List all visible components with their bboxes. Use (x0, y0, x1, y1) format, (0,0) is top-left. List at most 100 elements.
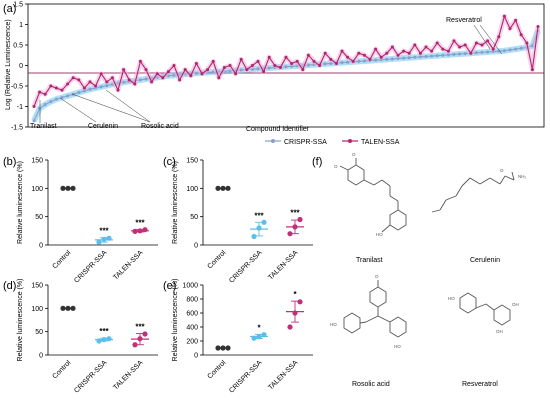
legend-crispr-label: CRISPR-SSA (284, 139, 327, 146)
data-point-1 (340, 49, 344, 53)
data-point-1 (486, 39, 490, 43)
data-point-1 (390, 45, 394, 49)
data-point-1 (357, 51, 361, 55)
data-point-0 (463, 52, 467, 56)
category-label: TALEN-SSA (267, 359, 299, 391)
ytick-label: 0 (194, 243, 198, 250)
data-point-0 (346, 60, 350, 64)
data-point-1 (155, 72, 159, 76)
panel-a-xlabel: Compound Identifier (246, 126, 310, 133)
data-point (96, 239, 102, 245)
significance-marker: *** (99, 227, 109, 236)
annotation-cerulenin: Cerulenin (88, 123, 118, 130)
data-point-0 (99, 85, 103, 89)
panel-label: (e) (163, 280, 176, 292)
svg-text:O: O (352, 152, 356, 157)
ytick-label: 50 (35, 329, 43, 336)
data-point-1 (66, 82, 70, 86)
ytick-label: 0 (39, 353, 43, 360)
data-point-1 (183, 68, 187, 72)
data-point-0 (323, 62, 327, 66)
category-label: TALEN-SSA (112, 359, 144, 391)
legend-talen-marker (348, 139, 352, 143)
data-point-1 (71, 76, 75, 80)
category-label: TALEN-SSA (112, 249, 144, 281)
data-point-1 (346, 55, 350, 59)
a-ytick-label: 1 (19, 22, 23, 29)
data-point-1 (301, 68, 305, 72)
data-point-0 (194, 71, 198, 75)
data-point-1 (116, 88, 120, 92)
data-point-0 (43, 102, 47, 106)
data-point-1 (374, 47, 378, 51)
panel-c: (c) 0 50 100 150 Relative luminescence (%) Con… (163, 156, 313, 285)
data-point-0 (407, 56, 411, 60)
data-point-0 (452, 52, 456, 56)
data-point-0 (54, 97, 58, 101)
data-point-1 (32, 105, 36, 108)
data-point-1 (385, 51, 389, 55)
svg-text:OH: OH (496, 329, 503, 334)
data-point-0 (32, 119, 36, 123)
category-label: CRISPR-SSA (228, 359, 263, 394)
category-label: Control (206, 249, 227, 270)
data-point-0 (306, 63, 310, 67)
panel-label: (c) (163, 156, 176, 168)
panel-a-ylabel: Log (Relative Luminescence) (5, 19, 12, 110)
data-point (215, 345, 221, 351)
rosolic-acid-structure: O HO HO Rosolic acid (330, 274, 407, 388)
annotation-resveratrol: Resveratrol (446, 17, 482, 24)
data-point-1 (525, 41, 529, 45)
data-point-1 (519, 33, 523, 37)
data-point-1 (234, 72, 238, 76)
data-point-1 (189, 74, 193, 78)
data-point-1 (127, 78, 131, 82)
data-point-0 (340, 61, 344, 65)
data-point-0 (385, 57, 389, 61)
ylabel: Relative luminescence (%) (172, 279, 179, 362)
svg-text:OH: OH (512, 302, 519, 307)
data-point-0 (66, 94, 70, 98)
significance-marker: * (257, 323, 261, 332)
data-point (65, 185, 71, 191)
annotation-rosolic-acid: Rosolic acid (141, 123, 179, 130)
data-point-1 (133, 82, 137, 86)
data-point-1 (418, 51, 422, 55)
data-point-0 (256, 67, 260, 71)
data-point-1 (99, 72, 103, 76)
data-point (287, 324, 293, 330)
ytick-label: 50 (190, 214, 198, 221)
data-point-1 (295, 59, 299, 63)
ytick-label: 0 (39, 243, 43, 250)
data-point-1 (508, 27, 512, 31)
data-point-1 (536, 25, 540, 29)
data-point-1 (514, 18, 518, 22)
svg-text:O: O (500, 168, 504, 173)
data-point-1 (452, 39, 456, 43)
compound-name-cerulenin: Cerulenin (470, 257, 500, 264)
annotation-rosolic-acid-line-2 (71, 93, 151, 123)
a-ytick-label: 0.5 (13, 43, 23, 50)
data-point-0 (284, 65, 288, 69)
data-point-1 (334, 61, 338, 65)
legend-talen-label: TALEN-SSA (361, 139, 400, 146)
significance-marker: *** (135, 219, 145, 228)
resveratrol-structure: HO OH OH Resveratrol (448, 292, 519, 388)
data-point-1 (329, 57, 333, 61)
annotation-tranilast: Tranilast (30, 123, 57, 130)
panel-a-series (31, 13, 541, 123)
compound-name-tranilast: Tranilast (356, 257, 383, 264)
ytick-label: 150 (186, 158, 198, 165)
cerulenin-structure: O NH₂ Cerulenin (431, 168, 526, 264)
a-ytick-label: -1 (17, 104, 23, 111)
data-point (297, 216, 303, 223)
annotation-cerulenin-line (59, 97, 97, 123)
category-label: Control (206, 359, 227, 380)
data-point-0 (239, 68, 243, 72)
data-point-0 (38, 107, 42, 111)
data-point-1 (396, 53, 400, 57)
data-point-1 (497, 35, 501, 39)
data-point-1 (368, 57, 372, 61)
data-point-1 (351, 59, 355, 63)
data-point-1 (474, 41, 478, 45)
